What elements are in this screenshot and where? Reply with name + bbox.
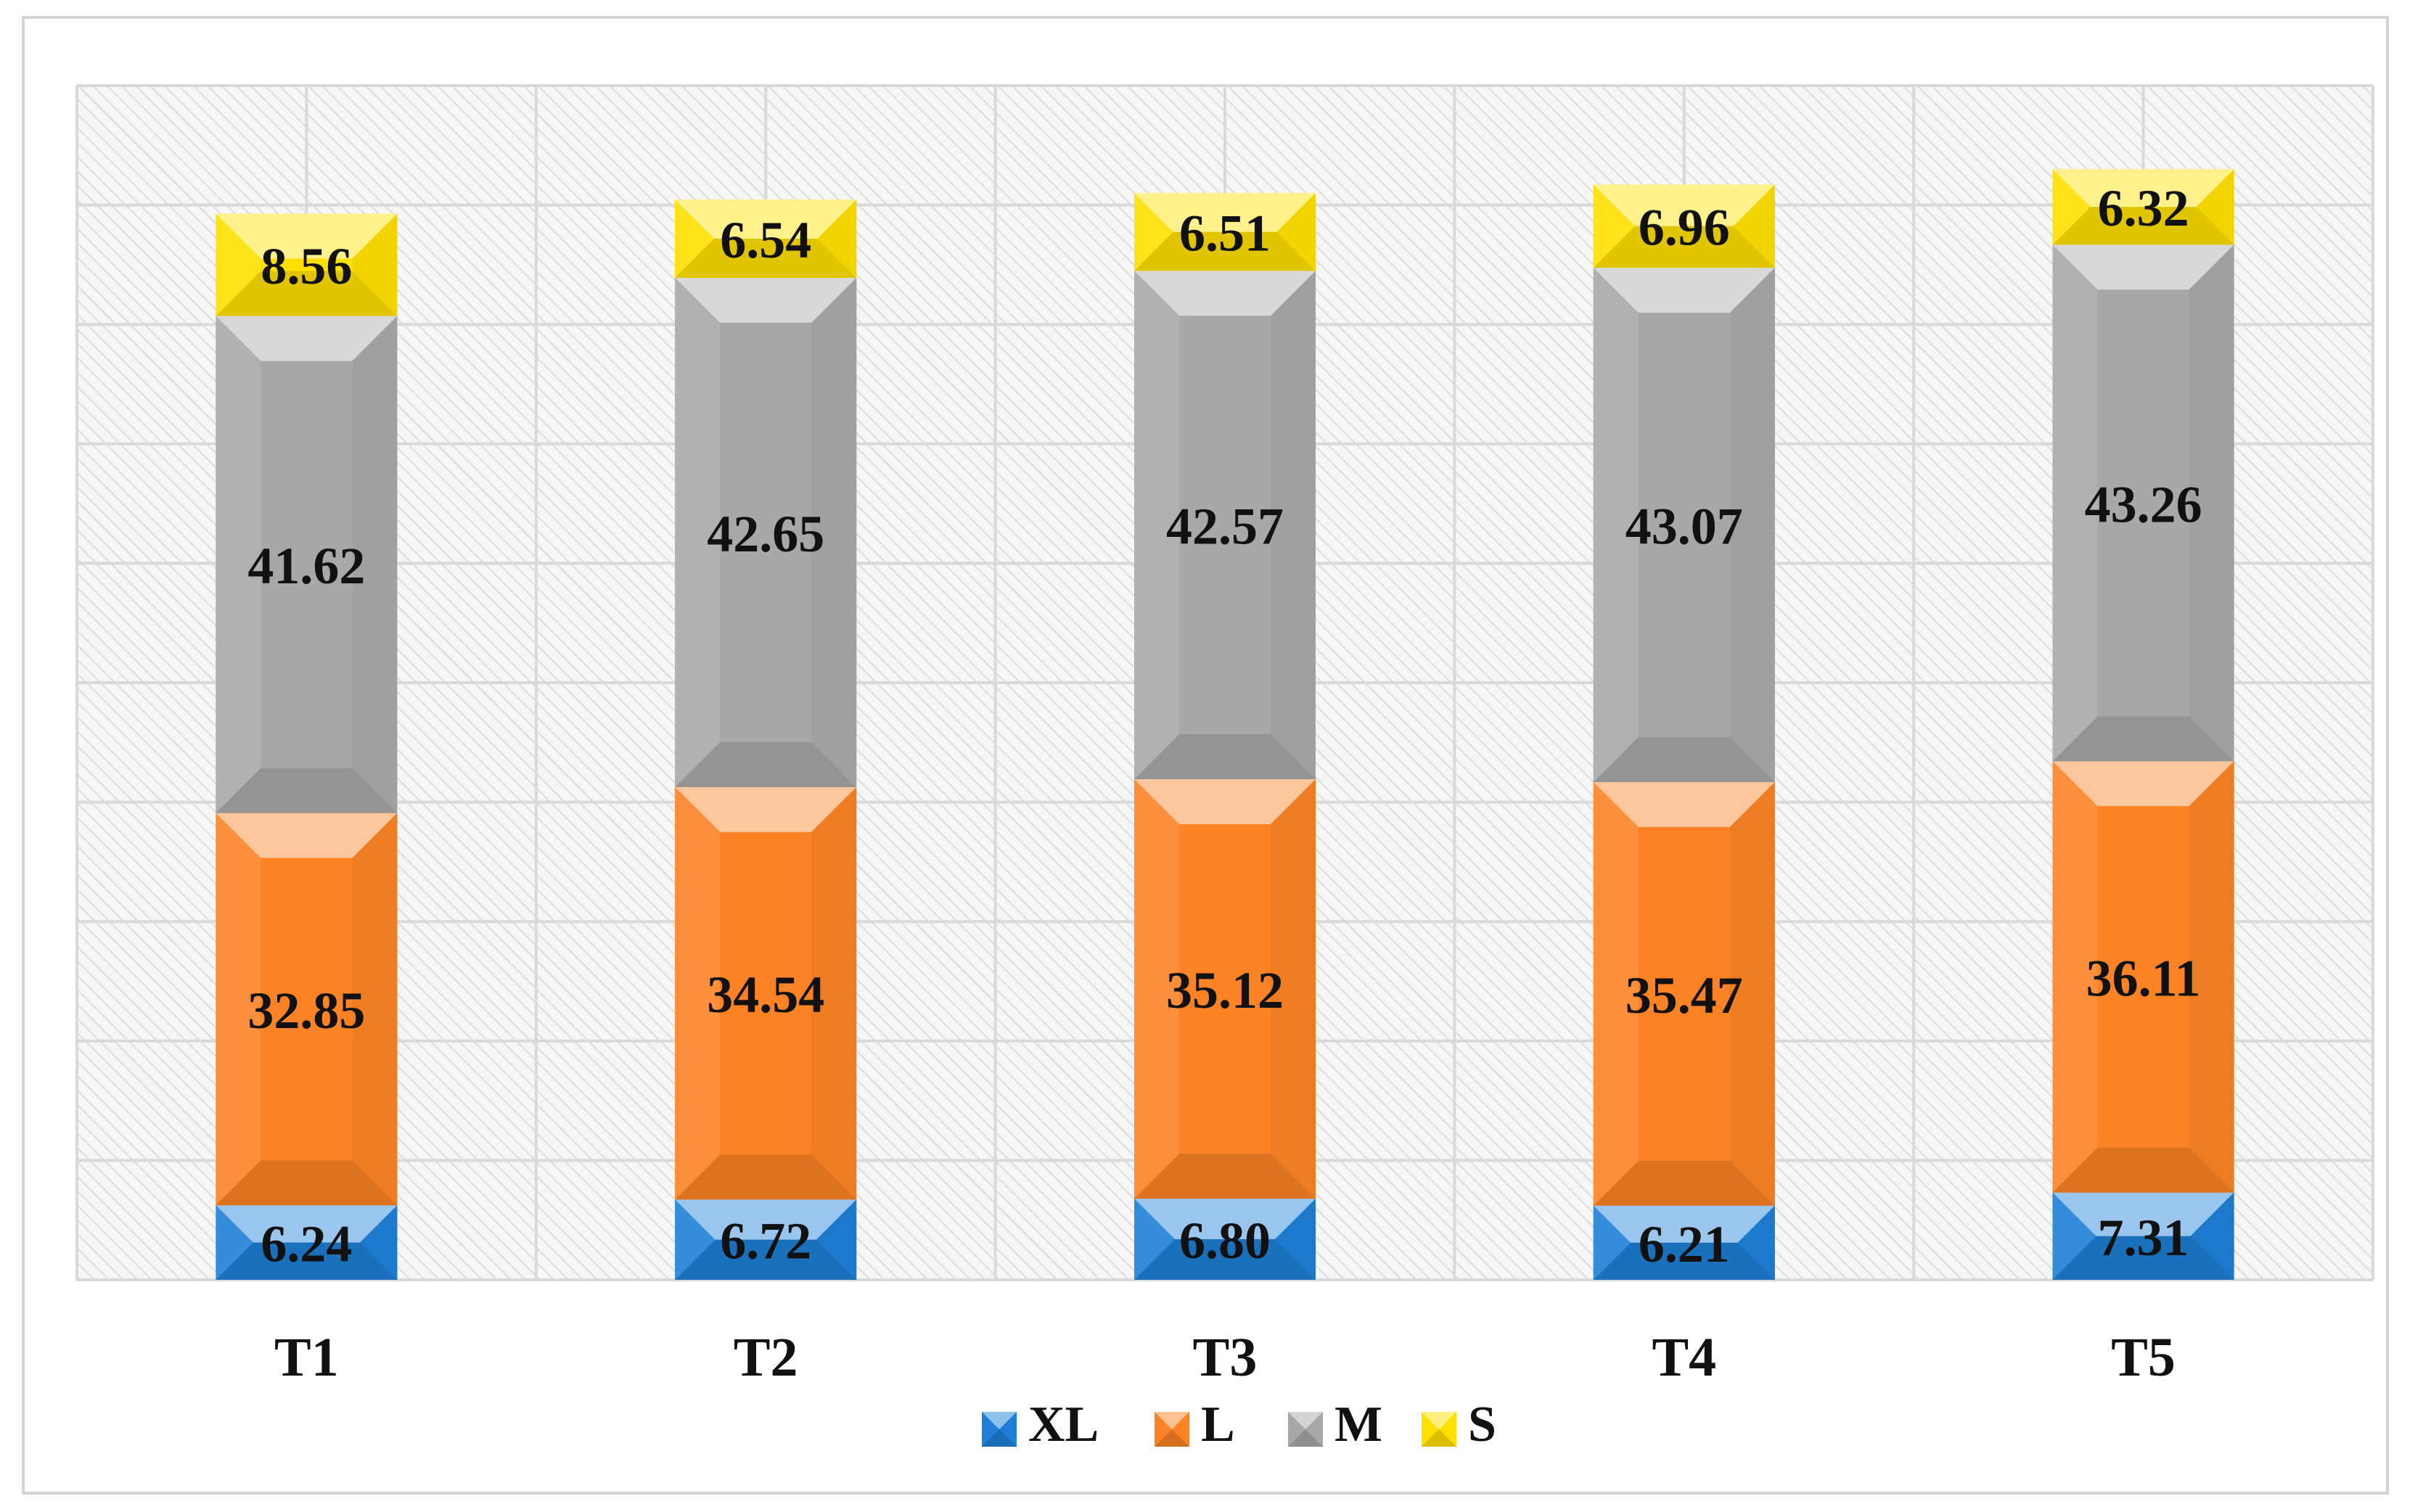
legend-label-xl: XL [1028, 1397, 1099, 1453]
data-label-xl-t5: 7.31 [2098, 1209, 2189, 1267]
data-label-s-t4: 6.96 [1639, 199, 1730, 257]
data-label-s-t2: 6.54 [720, 211, 811, 269]
data-label-xl-t1: 6.24 [261, 1215, 352, 1273]
bar-segment-m-t5 [2052, 245, 2234, 762]
x-tick-label-t2: T2 [734, 1327, 798, 1388]
legend-label-s: S [1468, 1397, 1496, 1453]
x-tick-label-t5: T5 [2111, 1327, 2176, 1388]
x-tick-label-t3: T3 [1193, 1327, 1258, 1388]
data-label-xl-t2: 6.72 [720, 1212, 811, 1270]
bar-segment-l-t2 [675, 786, 857, 1200]
legend-label-m: M [1334, 1397, 1382, 1453]
legend-item-s: S [1422, 1397, 1496, 1453]
data-label-l-t1: 32.85 [247, 982, 365, 1040]
data-label-l-t3: 35.12 [1166, 961, 1284, 1019]
x-tick-label-t4: T4 [1652, 1327, 1716, 1388]
x-tick-label-t1: T1 [274, 1327, 339, 1388]
data-label-l-t2: 34.54 [707, 966, 824, 1024]
bar-segment-m-t3 [1134, 271, 1316, 779]
legend: XL L M S [982, 1397, 1496, 1453]
bar-segment-xl-t1 [216, 1205, 398, 1280]
data-label-m-t3: 42.57 [1166, 498, 1284, 556]
bar-segment-s-t2 [675, 200, 857, 278]
bar-segment-l-t3 [1134, 778, 1316, 1199]
data-label-m-t1: 41.62 [247, 537, 365, 595]
data-labels: 6.24 32.85 41.62 8.56 6.72 34.54 42.65 6.54 6.80… [247, 179, 2202, 1273]
bar-segment-xl-t2 [675, 1199, 857, 1280]
legend-label-l: L [1201, 1397, 1235, 1453]
stacked-bar-chart: 6.24 32.85 41.62 8.56 6.72 34.54 42.65 6.54 6.80… [75, 84, 2374, 1453]
data-label-s-t1: 8.56 [261, 237, 352, 295]
bar-segment-s-t5 [2052, 169, 2234, 245]
bar-segment-l-t4 [1593, 781, 1775, 1206]
bar-segment-xl-t5 [2052, 1192, 2234, 1280]
bar-segment-xl-t4 [1593, 1205, 1775, 1280]
bar-segment-s-t3 [1134, 193, 1316, 271]
data-label-l-t5: 36.11 [2086, 949, 2201, 1007]
data-label-m-t2: 42.65 [707, 505, 824, 563]
legend-item-xl: XL [982, 1397, 1099, 1453]
bar-segment-m-t2 [675, 277, 857, 787]
data-label-xl-t4: 6.21 [1639, 1215, 1730, 1273]
bar-segment-s-t1 [216, 213, 398, 316]
bars [216, 169, 2234, 1280]
data-label-s-t5: 6.32 [2098, 179, 2189, 237]
bar-segment-s-t4 [1593, 184, 1775, 268]
data-label-s-t3: 6.51 [1179, 205, 1271, 263]
data-label-m-t4: 43.07 [1625, 497, 1743, 555]
chart-frame: 6.24 32.85 41.62 8.56 6.72 34.54 42.65 6.54 6.80… [22, 16, 2389, 1495]
bar-segment-m-t4 [1593, 268, 1775, 782]
data-label-l-t4: 35.47 [1625, 966, 1743, 1024]
legend-item-m: M [1288, 1397, 1382, 1453]
bar-segment-l-t5 [2052, 761, 2234, 1193]
data-label-xl-t3: 6.80 [1179, 1212, 1271, 1270]
bar-segment-xl-t3 [1134, 1199, 1316, 1280]
x-axis-tick-labels: T1 T2 T3 T4 T5 [274, 1327, 2176, 1388]
bar-segment-m-t1 [216, 316, 398, 813]
data-label-m-t5: 43.26 [2085, 475, 2202, 533]
legend-item-l: L [1155, 1397, 1235, 1453]
bar-segment-l-t1 [216, 813, 398, 1206]
